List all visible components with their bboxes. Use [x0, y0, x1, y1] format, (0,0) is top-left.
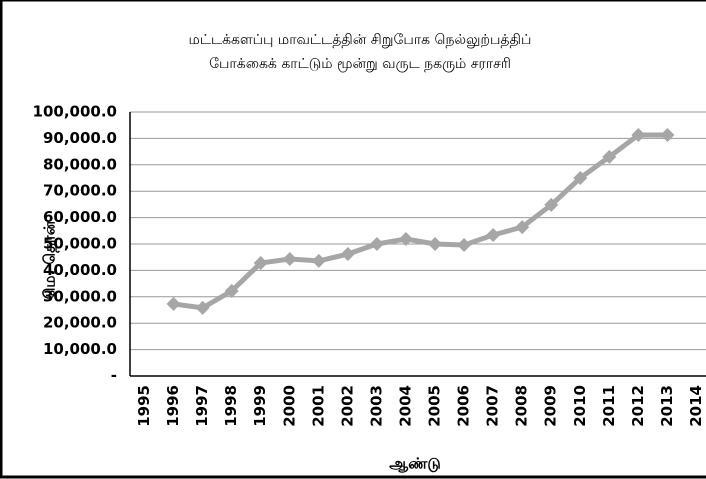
- x-tick-label: 1996: [164, 385, 182, 427]
- x-tick-label: 1997: [193, 385, 211, 427]
- data-point: [166, 296, 181, 311]
- data-point: [398, 231, 413, 246]
- x-tick-label: 1999: [251, 385, 269, 427]
- x-tick-label: 2014: [687, 385, 705, 427]
- x-tick-label: 2013: [658, 385, 676, 427]
- x-tick-label: 2006: [455, 385, 473, 427]
- data-point: [544, 197, 559, 212]
- series-line: [173, 132, 668, 311]
- data-point: [340, 247, 355, 262]
- x-tick-label: 2008: [513, 385, 531, 427]
- y-tick-label: 70,000.0: [43, 182, 117, 200]
- y-tick-label: -: [111, 367, 117, 385]
- data-point: [428, 237, 443, 251]
- x-axis-label: ஆண்டு: [389, 455, 440, 473]
- data-point: [631, 127, 646, 142]
- y-tick-label: 80,000.0: [43, 155, 117, 173]
- x-tick-label: 2002: [338, 385, 356, 427]
- data-point: [311, 253, 326, 268]
- x-tick-label: 2009: [542, 385, 560, 427]
- data-point: [602, 149, 617, 164]
- x-tick-label: 2000: [280, 385, 298, 427]
- x-tick-label: 2005: [426, 385, 444, 427]
- x-tick-label: 2003: [367, 385, 385, 427]
- y-tick-label: 30,000.0: [43, 287, 117, 305]
- x-tick-label: 2010: [571, 385, 589, 427]
- data-point: [369, 237, 384, 251]
- x-tick-label: 2001: [309, 385, 327, 427]
- data-point: [660, 127, 675, 142]
- data-point: [195, 300, 210, 315]
- y-tick-label: 10,000.0: [43, 340, 117, 358]
- chart-title: மட்டக்களப்பு மாவட்டத்தின் சிறுபோக நெல்லு…: [189, 32, 532, 48]
- data-point: [224, 283, 239, 298]
- y-tick-label: 100,000.0: [33, 103, 117, 121]
- data-point: [282, 252, 297, 267]
- x-tick-label: 2004: [396, 385, 414, 427]
- data-point: [573, 171, 588, 185]
- chart-title: போக்கைக் காட்டும் மூன்று வருட நகரும் சரா…: [209, 56, 511, 72]
- y-tick-label: 90,000.0: [43, 129, 117, 147]
- x-tick-label: 1995: [135, 385, 153, 427]
- y-tick-label: 50,000.0: [43, 235, 117, 253]
- y-axis-label: மெ. தொன்: [41, 220, 60, 299]
- y-tick-label: 20,000.0: [43, 314, 117, 332]
- data-point: [457, 238, 472, 253]
- y-tick-label: 60,000.0: [43, 208, 117, 226]
- x-tick-label: 1998: [222, 385, 240, 427]
- data-point: [515, 220, 530, 235]
- y-tick-label: 40,000.0: [43, 261, 117, 279]
- data-point: [253, 256, 268, 271]
- data-point: [486, 228, 501, 243]
- x-tick-label: 2012: [629, 385, 647, 427]
- x-tick-label: 2007: [484, 385, 502, 427]
- x-tick-label: 2011: [600, 385, 618, 427]
